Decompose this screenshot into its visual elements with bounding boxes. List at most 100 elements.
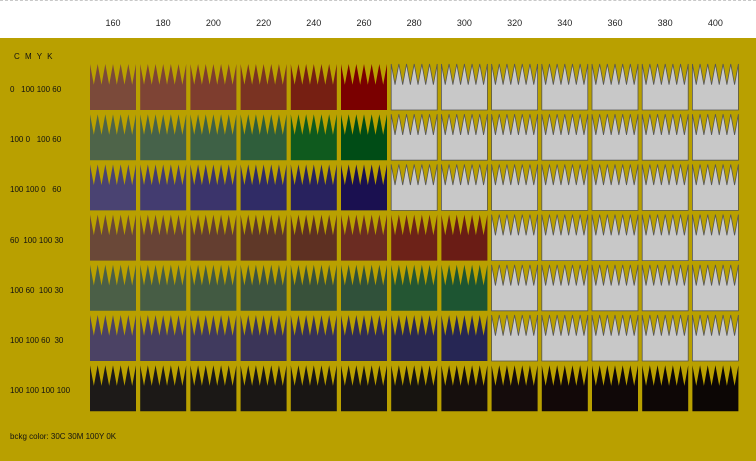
empty-swatch (541, 314, 589, 362)
color-swatch (290, 64, 337, 110)
color-swatch (190, 64, 237, 110)
color-swatch (90, 64, 136, 110)
empty-swatch (641, 63, 689, 111)
empty-swatch (541, 264, 589, 312)
color-swatch (391, 315, 438, 361)
column-label: 260 (356, 18, 372, 28)
column-label: 320 (507, 18, 523, 28)
color-swatch (140, 264, 187, 311)
color-swatch (240, 365, 287, 412)
column-label: 180 (155, 18, 171, 28)
color-swatch (391, 214, 438, 261)
empty-swatch (390, 164, 438, 211)
empty-swatch (441, 114, 488, 161)
color-swatch (190, 164, 237, 211)
color-swatch (491, 365, 538, 412)
empty-swatch (591, 214, 639, 261)
empty-swatch (491, 264, 538, 312)
column-label: 300 (456, 18, 472, 28)
column-label: 280 (406, 18, 422, 28)
empty-swatch (692, 164, 739, 211)
color-swatch (341, 114, 387, 161)
color-swatch (190, 214, 237, 261)
color-swatch (190, 365, 237, 412)
column-label: 160 (105, 18, 121, 28)
empty-swatch (441, 63, 488, 111)
color-swatch (692, 365, 739, 412)
empty-swatch (641, 264, 689, 312)
empty-swatch (491, 114, 538, 161)
row-label: 100 0 100 60 (10, 135, 62, 145)
color-swatch (341, 214, 387, 261)
empty-swatch (441, 164, 488, 211)
color-swatch (190, 315, 237, 361)
color-swatch (341, 64, 387, 110)
row-label: 100 100 60 30 (10, 336, 64, 345)
color-swatch (290, 315, 337, 361)
color-swatch (290, 114, 337, 161)
color-swatch (541, 365, 588, 412)
empty-swatch (641, 114, 689, 161)
color-swatch (90, 114, 136, 161)
empty-swatch (390, 114, 438, 161)
color-swatch (140, 214, 187, 261)
color-swatch (240, 315, 287, 361)
empty-swatch (541, 63, 589, 111)
column-label: 240 (306, 18, 322, 28)
color-swatch (90, 214, 136, 261)
empty-swatch (692, 314, 739, 362)
color-swatch (240, 264, 287, 311)
cmyk-header: C M Y K (14, 52, 53, 61)
color-swatch (240, 114, 287, 161)
color-swatch (592, 365, 638, 412)
color-swatch (140, 164, 187, 211)
color-swatch (341, 365, 387, 412)
empty-swatch (591, 63, 639, 111)
color-swatch (290, 164, 337, 211)
color-swatch (140, 64, 187, 110)
empty-swatch (390, 63, 438, 111)
empty-swatch (692, 63, 739, 111)
color-swatch (190, 264, 237, 311)
color-swatch (90, 315, 136, 361)
color-swatch (642, 365, 689, 412)
color-swatch (140, 114, 187, 161)
color-swatch (290, 264, 337, 311)
empty-swatch (591, 264, 639, 312)
column-label: 380 (657, 18, 673, 28)
row-label: 100 100 0 60 (10, 185, 62, 195)
empty-swatch (591, 114, 639, 161)
color-swatch (441, 264, 488, 311)
color-swatch (140, 315, 187, 361)
color-swatch (341, 315, 387, 361)
empty-swatch (692, 264, 739, 312)
color-swatch (90, 164, 136, 211)
empty-swatch (491, 214, 538, 261)
top-border (0, 0, 756, 3)
column-header-band (0, 2, 756, 38)
empty-swatch (641, 214, 689, 261)
color-swatch (441, 315, 488, 361)
color-swatch (391, 365, 438, 412)
color-swatch (240, 64, 287, 110)
column-label: 340 (557, 18, 573, 28)
empty-swatch (541, 114, 589, 161)
color-swatch (90, 365, 136, 412)
empty-swatch (491, 63, 538, 111)
empty-swatch (692, 214, 739, 261)
color-swatch (140, 365, 187, 412)
empty-swatch (541, 214, 589, 261)
empty-swatch (591, 164, 639, 211)
row-label: 60 100 100 30 (10, 235, 64, 245)
empty-swatch (591, 314, 639, 362)
color-swatch (441, 365, 488, 412)
color-swatch (290, 214, 337, 261)
row-label: 100 100 100 100 (10, 386, 71, 396)
empty-swatch (692, 114, 739, 161)
column-label: 220 (256, 18, 272, 28)
empty-swatch (541, 164, 589, 211)
column-label: 200 (205, 18, 221, 28)
color-swatch (391, 264, 438, 311)
